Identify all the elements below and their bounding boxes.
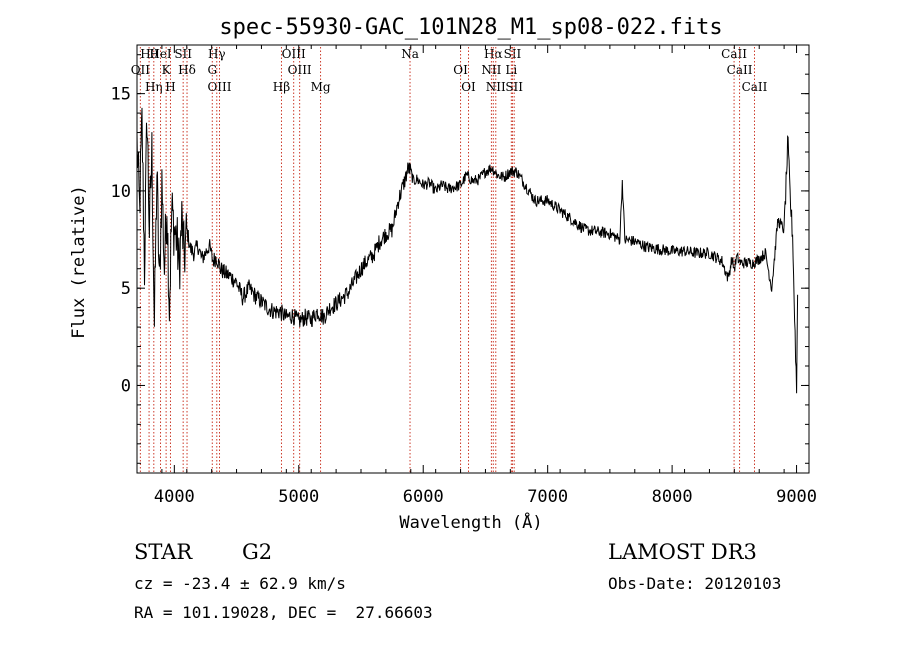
x-axis-label: Wavelength (Å) bbox=[399, 511, 542, 533]
line-marker-label: NII bbox=[481, 63, 501, 77]
flux-series-line bbox=[136, 107, 799, 394]
line-marker-label: OII bbox=[131, 63, 151, 77]
x-tick-label: 9000 bbox=[776, 487, 817, 507]
plot-area bbox=[136, 107, 799, 394]
x-tick-label: 6000 bbox=[403, 487, 444, 507]
line-marker-label: OI bbox=[453, 63, 468, 77]
line-marker-label: G bbox=[207, 63, 217, 77]
redshift-value: cz = -23.4 ± 62.9 km/s bbox=[134, 574, 346, 593]
x-tick-label: 8000 bbox=[652, 487, 693, 507]
line-marker-label: Hγ bbox=[208, 47, 226, 61]
line-marker-label: CaII bbox=[721, 47, 747, 61]
x-tick-label: 7000 bbox=[527, 487, 568, 507]
y-tick-label: 5 bbox=[121, 279, 131, 299]
x-tick-label: 4000 bbox=[154, 487, 195, 507]
line-marker-label: Mg bbox=[311, 80, 331, 94]
line-marker-label: Hη bbox=[145, 80, 163, 94]
line-marker-label: NII bbox=[486, 80, 506, 94]
survey-name: LAMOST DR3 bbox=[608, 540, 757, 564]
line-marker-label: SII bbox=[504, 47, 522, 61]
axes: 4000 5000 6000 7000 8000 9000 0 5 10 15 bbox=[111, 45, 817, 507]
obs-date: Obs-Date: 20120103 bbox=[608, 574, 782, 593]
line-marker-label: CaII bbox=[742, 80, 768, 94]
y-tick-label: 15 bbox=[111, 85, 131, 105]
line-marker-label: OIII bbox=[282, 47, 306, 61]
line-marker-label: OIII bbox=[207, 80, 231, 94]
line-marker-label: OI bbox=[461, 80, 476, 94]
x-tick-label: 5000 bbox=[278, 487, 319, 507]
line-marker-label: Hβ bbox=[273, 80, 290, 94]
line-marker-label: OIII bbox=[288, 63, 312, 77]
line-marker-label: HeI bbox=[149, 47, 172, 61]
line-marker-label: SII bbox=[505, 80, 523, 94]
line-marker-label: K bbox=[162, 63, 172, 77]
y-tick-label: 10 bbox=[111, 182, 131, 202]
coordinates: RA = 101.19028, DEC = 27.66603 bbox=[134, 603, 433, 622]
spectral-subclass: G2 bbox=[242, 540, 273, 564]
line-marker-label: Hδ bbox=[178, 63, 196, 77]
chart-title: spec-55930-GAC_101N28_M1_sp08-022.fits bbox=[219, 15, 722, 40]
line-markers: HθOIIHηHeIKHSIIHδOIIIHγGHβOIIIOIIIMgNaOI… bbox=[131, 47, 768, 473]
line-marker-label: Li bbox=[505, 63, 517, 77]
y-axis-label: Flux (relative) bbox=[69, 185, 89, 339]
y-tick-label: 0 bbox=[121, 376, 131, 396]
line-marker-label: SII bbox=[174, 47, 192, 61]
line-marker-label: Na bbox=[401, 47, 419, 61]
object-class: STAR bbox=[134, 540, 193, 564]
plot-frame bbox=[136, 44, 810, 474]
line-marker-label: Hα bbox=[484, 47, 503, 61]
line-marker-label: H bbox=[165, 80, 175, 94]
line-marker-label: CaII bbox=[727, 63, 753, 77]
